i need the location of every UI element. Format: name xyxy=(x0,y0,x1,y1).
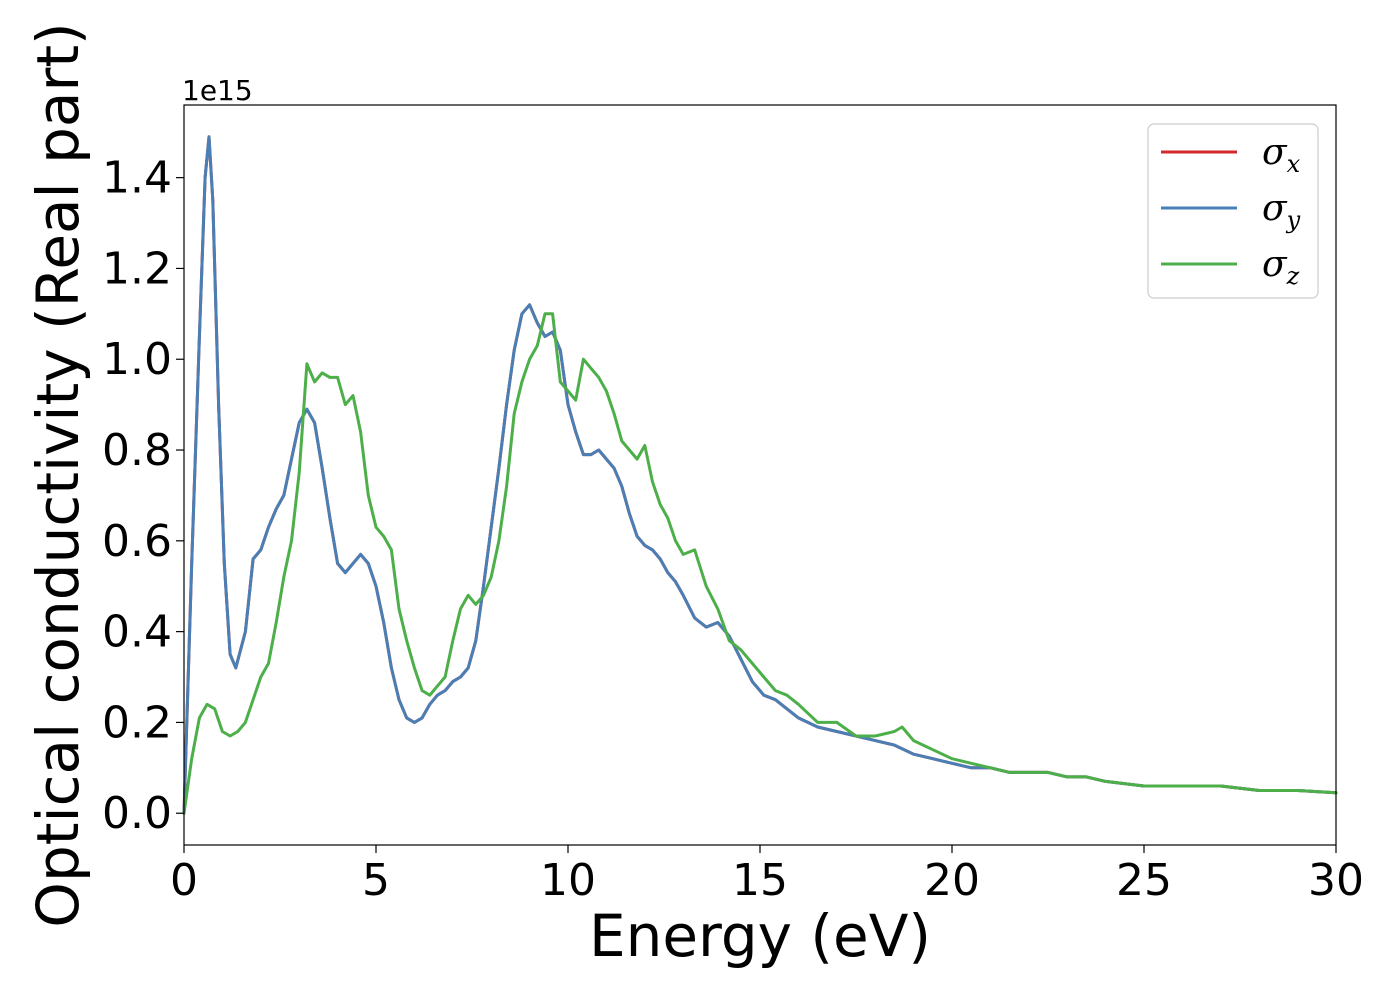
plot-area xyxy=(182,104,1338,846)
x-tick-label: 20 xyxy=(924,855,980,906)
y-tick-label: 0.8 xyxy=(102,425,172,476)
y-axis-ticks: 0.0 0.2 0.4 0.6 0.8 1.0 1.2 1.4 xyxy=(102,153,184,839)
x-tick-label: 0 xyxy=(170,855,198,906)
y-tick-label: 0.0 xyxy=(102,788,172,839)
series-layer xyxy=(182,135,1338,815)
x-tick-label: 15 xyxy=(732,855,788,906)
y-offset-label: 1e15 xyxy=(182,74,253,107)
y-tick-label: 1.4 xyxy=(102,153,172,204)
legend-box xyxy=(1147,123,1319,299)
series-line-y xyxy=(182,135,1338,815)
y-tick-label: 0.6 xyxy=(102,516,172,567)
y-tick-label: 1.0 xyxy=(102,334,172,385)
series-line-z xyxy=(182,312,1338,815)
y-axis-title: Optical conductivity (Real part) xyxy=(24,22,92,927)
x-axis-ticks: 0 5 10 15 20 25 30 xyxy=(170,845,1364,906)
y-tick-label: 0.4 xyxy=(102,607,172,658)
x-tick-label: 10 xyxy=(540,855,596,906)
x-axis-title: Energy (eV) xyxy=(589,902,931,970)
x-tick-label: 30 xyxy=(1308,855,1364,906)
x-tick-label: 25 xyxy=(1116,855,1172,906)
x-tick-label: 5 xyxy=(362,855,390,906)
y-tick-label: 0.2 xyxy=(102,697,172,748)
y-tick-label: 1.2 xyxy=(102,243,172,294)
